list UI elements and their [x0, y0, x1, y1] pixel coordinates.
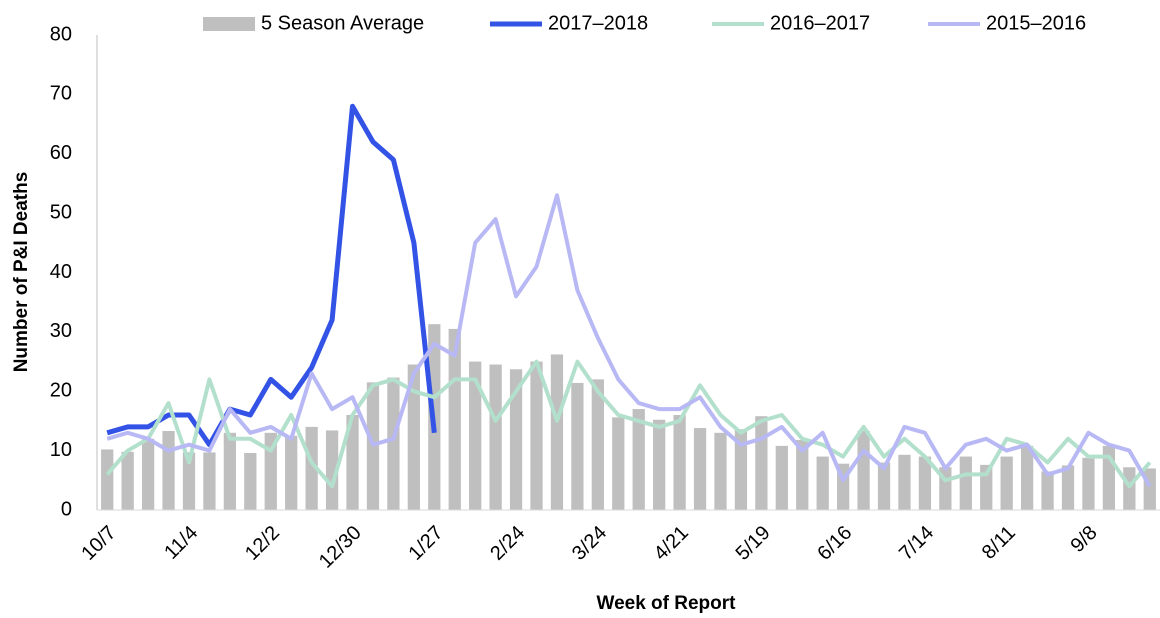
line-series	[105, 359, 1152, 489]
x-tick-label: 1/27	[404, 522, 447, 565]
bar	[693, 428, 707, 510]
y-tick-label: 10	[50, 439, 72, 461]
bar	[469, 361, 482, 510]
x-tick-label: 7/14	[895, 522, 938, 565]
bar	[489, 364, 502, 510]
bar	[162, 431, 175, 510]
bar	[857, 431, 870, 510]
x-tick-label: 2/24	[486, 522, 529, 565]
bar	[734, 429, 748, 510]
bar	[1143, 468, 1156, 510]
bar	[141, 438, 155, 510]
legend-label: 2017–2018	[548, 12, 648, 34]
legend-swatch	[203, 17, 255, 31]
bar	[816, 456, 829, 510]
bar	[959, 456, 972, 510]
bar	[346, 415, 359, 510]
line-series	[106, 193, 1152, 488]
y-tick-label: 30	[50, 320, 72, 342]
x-tick-label: 11/4	[160, 522, 202, 564]
bar	[775, 445, 788, 510]
bar	[1041, 471, 1054, 510]
y-tick-label: 20	[50, 380, 72, 402]
bar	[101, 449, 114, 510]
bar	[550, 354, 564, 510]
bar	[448, 328, 461, 510]
x-tick-label: 10/7	[77, 522, 120, 565]
bar	[285, 435, 298, 510]
bar	[898, 454, 911, 510]
bar	[182, 452, 196, 510]
bar	[918, 456, 932, 510]
x-tick-label: 9/8	[1066, 522, 1101, 557]
y-tick-label: 70	[50, 83, 72, 105]
x-tick-label: 5/19	[732, 522, 775, 565]
bar	[1123, 467, 1136, 510]
y-tick-label: 0	[61, 498, 72, 520]
legend-label: 2015–2016	[986, 12, 1086, 34]
x-tick-label: 4/21	[650, 522, 693, 565]
bar	[673, 415, 686, 510]
bar	[305, 426, 318, 510]
bar	[714, 432, 727, 510]
bar	[325, 430, 339, 510]
x-axis-title: Week of Report	[596, 593, 736, 614]
x-tick-label: 12/30	[315, 522, 366, 573]
bar	[264, 432, 277, 510]
bar	[509, 369, 523, 510]
x-tick-label: 8/11	[978, 522, 1020, 564]
bar	[1020, 445, 1034, 510]
bar	[632, 409, 645, 510]
y-tick-label: 60	[50, 142, 72, 164]
x-tick-label: 3/24	[568, 522, 611, 565]
line-series	[106, 103, 437, 448]
legend-label: 2016–2017	[770, 12, 870, 34]
bar	[796, 439, 809, 510]
bar	[407, 364, 420, 510]
bar	[612, 417, 625, 510]
bar	[121, 451, 134, 510]
legend-label: 5 Season Average	[261, 12, 424, 34]
y-tick-label: 80	[50, 23, 72, 45]
bar	[1061, 465, 1075, 510]
bar	[653, 419, 666, 510]
y-tick-label: 40	[50, 261, 72, 283]
y-axis-title: Number of P&I Deaths	[11, 172, 32, 373]
bar	[1000, 456, 1013, 510]
bar	[530, 361, 543, 510]
x-tick-label: 12/2	[241, 522, 284, 565]
bar	[223, 432, 237, 510]
bar	[591, 379, 604, 510]
x-tick-label: 6/16	[813, 522, 856, 565]
y-tick-label: 50	[50, 201, 72, 223]
bar	[203, 452, 216, 510]
bar	[755, 416, 768, 510]
bar	[387, 377, 400, 510]
bar	[1082, 457, 1095, 510]
bar	[244, 453, 257, 510]
bar	[571, 382, 584, 510]
bar	[877, 462, 891, 510]
